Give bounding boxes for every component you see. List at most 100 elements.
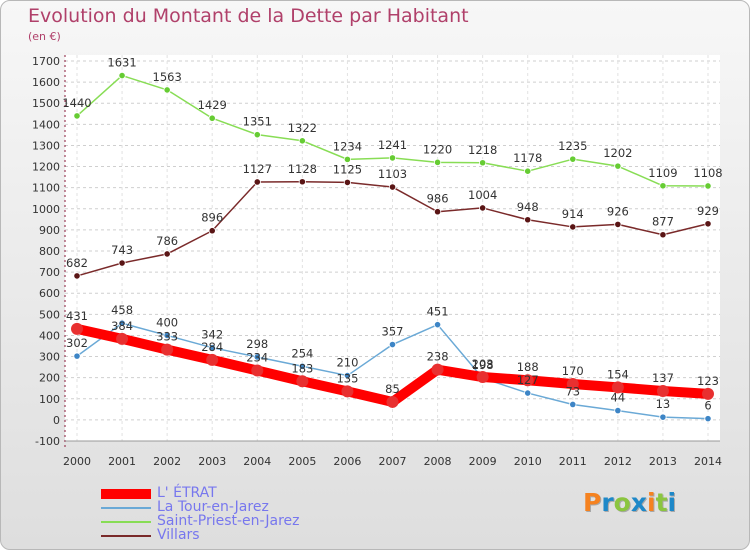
data-point [251, 364, 264, 377]
data-point [569, 155, 577, 163]
logo-letter: i [667, 488, 677, 517]
y-tick-label: 300 [39, 351, 60, 364]
data-point [163, 86, 171, 94]
y-tick-label: 1700 [32, 55, 60, 68]
legend-item: L' ÉTRAT [101, 485, 361, 501]
data-point [524, 389, 532, 397]
x-tick-label: 2010 [514, 455, 542, 468]
legend-swatch [101, 507, 151, 509]
data-point [208, 227, 216, 235]
data-point [569, 400, 577, 409]
data-label: 384 [111, 319, 133, 333]
data-point [388, 154, 397, 162]
data-point [433, 158, 442, 166]
legend-label: La Tour-en-Jarez [157, 499, 269, 515]
data-point [524, 216, 532, 224]
data-label: 188 [517, 360, 539, 374]
legend-swatch [101, 535, 151, 537]
data-point [73, 352, 81, 360]
legend-label: Saint-Priest-en-Jarez [157, 513, 300, 529]
data-point [163, 331, 171, 340]
x-tick-label: 2002 [153, 455, 181, 468]
data-label: 1322 [288, 121, 317, 135]
data-label: 333 [156, 330, 178, 344]
logo-letter: i [647, 488, 656, 517]
data-label: 914 [562, 207, 584, 221]
data-label: 198 [472, 358, 494, 372]
data-label: 13 [656, 397, 671, 411]
data-label: 1004 [468, 188, 497, 202]
data-label: 73 [565, 384, 580, 398]
data-point [118, 71, 126, 80]
x-tick-label: 2011 [559, 455, 587, 468]
x-tick-label: 2005 [288, 455, 316, 468]
x-tick-label: 2007 [379, 455, 407, 468]
data-point [614, 406, 622, 415]
x-tick-label: 2008 [424, 455, 452, 468]
data-point [208, 114, 216, 122]
data-label: 786 [156, 234, 178, 248]
data-point [704, 415, 712, 423]
data-point [206, 353, 219, 366]
data-label: 1220 [423, 142, 452, 156]
data-point [343, 155, 352, 163]
data-label: 1103 [378, 167, 407, 181]
data-point [704, 182, 712, 190]
data-label: 135 [336, 371, 358, 385]
y-tick-label: 1400 [32, 118, 60, 131]
data-label: 1125 [333, 162, 362, 176]
y-tick-label: 600 [39, 287, 60, 300]
x-tick-label: 2000 [63, 455, 91, 468]
data-label: 400 [156, 315, 178, 329]
x-tick-label: 2006 [333, 455, 361, 468]
data-label: 896 [201, 211, 223, 225]
data-point [702, 387, 714, 400]
chart-subtitle: (en €) [28, 30, 61, 43]
data-label: 298 [246, 337, 268, 351]
legend-label: L' ÉTRAT [157, 485, 217, 501]
data-label: 302 [66, 336, 88, 350]
data-label: 1127 [243, 162, 272, 176]
data-point [343, 371, 352, 380]
data-label: 123 [697, 374, 719, 388]
data-point [253, 131, 261, 139]
logo-letter: t [655, 488, 668, 517]
data-point [614, 162, 622, 170]
data-label: 431 [66, 309, 88, 323]
data-label: 1234 [333, 139, 362, 153]
data-label: 1631 [107, 56, 136, 70]
data-label: 929 [697, 204, 719, 218]
data-point [521, 374, 534, 387]
data-label: 877 [652, 215, 674, 229]
x-tick-label: 2004 [243, 455, 271, 468]
data-label: 743 [111, 243, 133, 257]
data-label: 284 [201, 340, 223, 354]
data-label: 1241 [378, 138, 407, 152]
y-tick-label: 1300 [32, 139, 60, 152]
data-label: 85 [385, 382, 400, 396]
y-tick-label: 400 [39, 329, 60, 342]
data-point [704, 220, 712, 228]
data-label: 1218 [468, 143, 497, 157]
y-tick-label: 1600 [32, 76, 60, 89]
data-point [341, 385, 354, 398]
data-point [161, 343, 174, 356]
legend-label: Villars [157, 527, 200, 543]
data-point [611, 381, 624, 394]
data-label: 44 [611, 391, 626, 405]
data-point [569, 223, 577, 231]
data-label: 342 [201, 328, 223, 342]
data-label: 926 [607, 204, 629, 218]
data-point [298, 137, 306, 145]
data-point [433, 321, 442, 329]
y-tick-label: 1500 [32, 97, 60, 110]
logo-letter: r [601, 488, 614, 517]
y-tick-label: 1000 [32, 203, 60, 216]
chart-title: Evolution du Montant de la Dette par Hab… [28, 5, 469, 27]
legend-swatch [101, 521, 151, 523]
data-point [479, 159, 487, 167]
data-point [118, 319, 126, 327]
data-label: 254 [291, 346, 313, 360]
